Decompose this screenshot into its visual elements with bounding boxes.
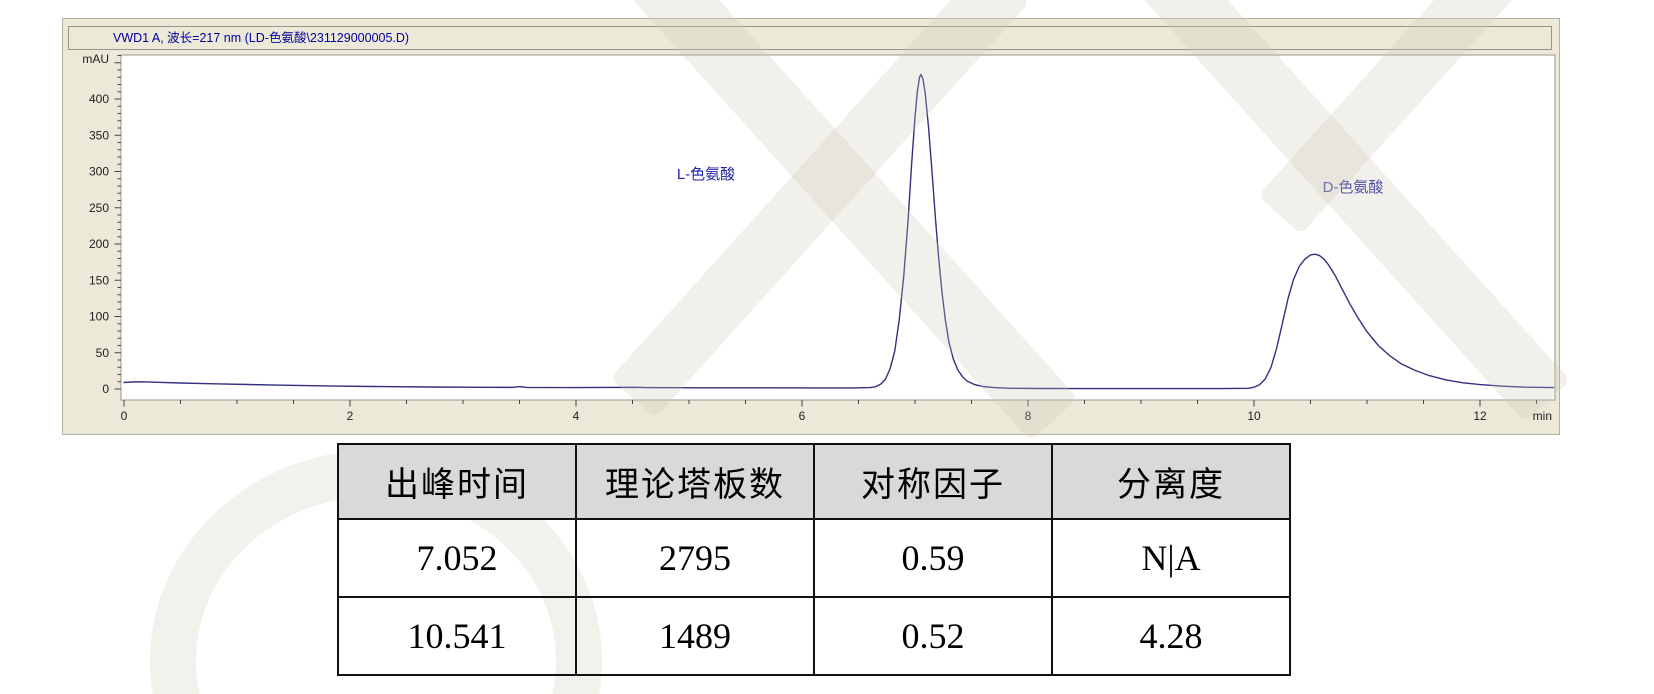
cell-symmetry-factor: 0.52 — [813, 596, 1053, 676]
y-tick-label: 100 — [89, 310, 109, 324]
x-tick-label: 10 — [1247, 409, 1261, 423]
cell-retention-time: 7.052 — [337, 518, 577, 598]
cell-resolution: N|A — [1051, 518, 1291, 598]
y-tick-label: 250 — [89, 201, 109, 215]
y-tick-label: 150 — [89, 273, 109, 287]
y-tick-label: 300 — [89, 165, 109, 179]
x-tick-label: 6 — [799, 409, 806, 423]
peak-label-l-tryptophan: L-色氨酸 — [676, 166, 736, 183]
x-tick-label: 8 — [1025, 409, 1032, 423]
col-header-resolution: 分离度 — [1051, 443, 1291, 520]
cell-retention-time: 10.541 — [337, 596, 577, 676]
col-header-theoretical-plates: 理论塔板数 — [575, 443, 815, 520]
x-tick-label: 2 — [347, 409, 354, 423]
chromatogram-trace — [123, 73, 1555, 390]
x-axis-unit: min — [1533, 409, 1552, 423]
peak-label-d-tryptophan: D-色氨酸 — [1322, 179, 1384, 196]
col-header-retention-time: 出峰时间 — [337, 443, 577, 520]
y-tick-label: 200 — [89, 237, 109, 251]
cell-theoretical-plates: 2795 — [575, 518, 815, 598]
table-row: 10.541 1489 0.52 4.28 — [337, 596, 1291, 676]
plot-area — [120, 54, 1556, 401]
table-row: 7.052 2795 0.59 N|A — [337, 518, 1291, 598]
y-tick-label: 0 — [102, 382, 109, 396]
x-tick-label: 12 — [1473, 409, 1487, 423]
table-header-row: 出峰时间 理论塔板数 对称因子 分离度 — [337, 443, 1291, 520]
x-tick-label: 0 — [121, 409, 128, 423]
y-tick-label: 400 — [89, 92, 109, 106]
y-tick-label: 50 — [96, 346, 110, 360]
col-header-symmetry-factor: 对称因子 — [813, 443, 1053, 520]
chromatogram-title: VWD1 A, 波长=217 nm (LD-色氨酸\231129000005.D… — [68, 26, 1552, 50]
chromatogram-plot: 0 50 100 150 200 250 300 350 400 mAU 0 2 4 6 8 10 12 min — [63, 19, 1559, 434]
y-axis-unit: mAU — [82, 52, 109, 66]
cell-theoretical-plates: 1489 — [575, 596, 815, 676]
x-tick-label: 4 — [573, 409, 580, 423]
cell-resolution: 4.28 — [1051, 596, 1291, 676]
results-table: 出峰时间 理论塔板数 对称因子 分离度 7.052 2795 0.59 N|A … — [337, 443, 1291, 676]
cell-symmetry-factor: 0.59 — [813, 518, 1053, 598]
chromatogram-panel: VWD1 A, 波长=217 nm (LD-色氨酸\231129000005.D… — [62, 18, 1560, 435]
y-tick-label: 350 — [89, 128, 109, 142]
